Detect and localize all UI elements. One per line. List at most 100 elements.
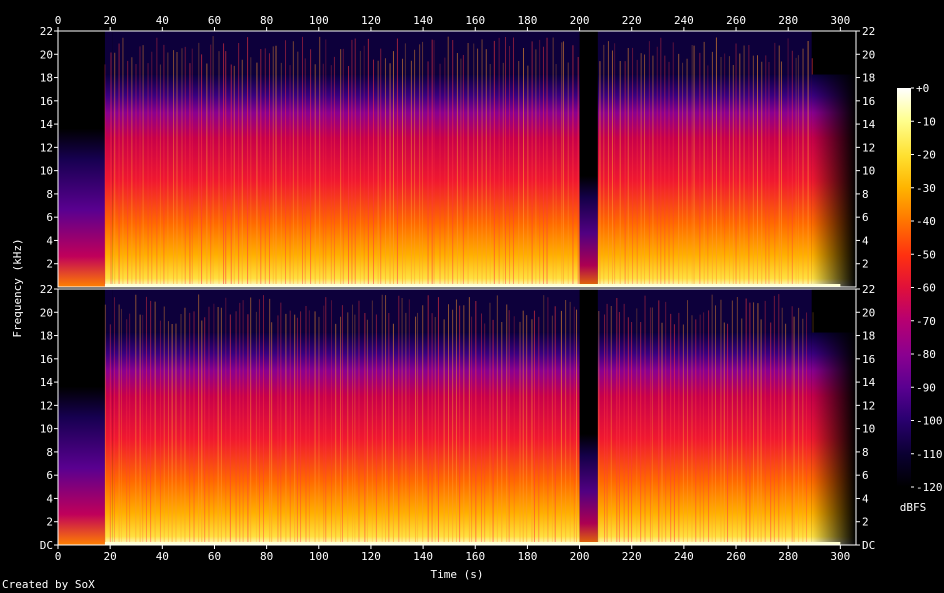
x-tick-label-bottom: 20	[104, 550, 117, 563]
x-tick-label-top: 200	[570, 14, 590, 27]
colorbar-tick-label: -40	[916, 215, 936, 228]
channel-panel-1	[57, 30, 857, 288]
y-tick-label-left: 22	[40, 283, 53, 296]
x-tick-label-top: 260	[726, 14, 746, 27]
y-tick-label-left: 4	[46, 234, 53, 247]
y-tick-label-right: 20	[862, 48, 875, 61]
y-tick-label-right: 14	[862, 118, 876, 131]
y-tick-label-left: 12	[40, 141, 53, 154]
x-tick-label-top: 60	[208, 14, 221, 27]
x-tick-label-top: 120	[361, 14, 381, 27]
colorbar-tick-label: -10	[916, 115, 936, 128]
colorbar-tick-label: -100	[916, 415, 943, 428]
x-tick-label-top: 100	[309, 14, 329, 27]
y-tick-label-right: 2	[862, 258, 869, 271]
fade-mask	[811, 31, 856, 287]
y-tick-label-left: 14	[40, 376, 54, 389]
colorbar-tick-label: -120	[916, 481, 943, 494]
x-tick-label-top: 300	[830, 14, 850, 27]
y-tick-label-right: 6	[862, 469, 869, 482]
y-tick-label-right: 4	[862, 492, 869, 505]
dc-band	[104, 284, 841, 287]
y-tick-label-right: 2	[862, 516, 869, 529]
fade-mask	[811, 289, 856, 545]
channel-panel-2	[57, 288, 857, 546]
high-freq-band	[112, 31, 580, 75]
x-tick-label-bottom: 280	[778, 550, 798, 563]
gap-band	[579, 365, 598, 545]
y-tick-label-left: 10	[40, 423, 53, 436]
colorbar-tick-label: -50	[916, 248, 936, 261]
y-tick-label-left: 6	[46, 469, 53, 482]
y-tick-label-left: 2	[46, 516, 53, 529]
x-tick-label-top: 160	[465, 14, 485, 27]
y-tick-label-left: 6	[46, 211, 53, 224]
y-tick-label-right: 8	[862, 446, 869, 459]
x-tick-label-bottom: 180	[517, 550, 537, 563]
y-tick-label-right: 22	[862, 25, 875, 38]
x-axis-label: Time (s)	[431, 568, 484, 581]
colorbar-tick-label: -110	[916, 448, 943, 461]
panel-frame	[57, 30, 857, 288]
spectrum-band	[104, 74, 113, 288]
y-tick-label-left: DC	[40, 539, 53, 552]
y-tick-label-right: 8	[862, 188, 869, 201]
x-tick-label-bottom: 160	[465, 550, 485, 563]
x-tick-label-bottom: 300	[830, 550, 850, 563]
y-tick-label-right: DC	[862, 539, 875, 552]
y-axis-label: Frequency (kHz)	[11, 238, 24, 337]
x-tick-label-top: 140	[413, 14, 433, 27]
colorbar-label: dBFS	[900, 501, 927, 514]
high-freq-band	[597, 289, 812, 333]
x-tick-label-bottom: 60	[208, 550, 221, 563]
spectrum-band	[104, 332, 113, 545]
y-tick-label-right: 18	[862, 330, 875, 343]
x-tick-label-top: 40	[156, 14, 169, 27]
y-tick-label-left: 20	[40, 48, 53, 61]
x-tick-label-bottom: 240	[674, 550, 694, 563]
colorbar-tick-label: -80	[916, 348, 936, 361]
x-tick-label-bottom: 120	[361, 550, 381, 563]
colorbar-tick-label: -30	[916, 182, 936, 195]
x-tick-label-top: 80	[260, 14, 273, 27]
y-tick-label-right: 10	[862, 165, 875, 178]
x-tick-label-top: 220	[622, 14, 642, 27]
y-tick-label-left: 16	[40, 353, 53, 366]
intro-band	[58, 31, 105, 287]
high-freq-band	[597, 31, 812, 75]
x-tick-label-top: 240	[674, 14, 694, 27]
y-tick-label-right: 16	[862, 353, 875, 366]
colorbar-gradient	[897, 88, 911, 487]
x-tick-label-bottom: 200	[570, 550, 590, 563]
y-tick-label-right: 16	[862, 95, 875, 108]
colorbar-tick-label: -60	[916, 282, 936, 295]
x-tick-label-bottom: 140	[413, 550, 433, 563]
y-tick-label-right: 12	[862, 399, 875, 412]
y-tick-label-left: 14	[40, 118, 54, 131]
y-tick-label-left: 8	[46, 446, 53, 459]
y-tick-label-right: 4	[862, 234, 869, 247]
high-freq-band	[104, 289, 113, 333]
y-tick-label-right: 20	[862, 306, 875, 319]
spectrum-band	[597, 74, 812, 288]
x-tick-label-top: 0	[55, 14, 62, 27]
x-tick-label-bottom: 40	[156, 550, 169, 563]
y-tick-label-left: 16	[40, 95, 53, 108]
x-tick-label-bottom: 220	[622, 550, 642, 563]
colorbar-tick-label: -70	[916, 315, 936, 328]
panel-frame	[57, 288, 857, 546]
y-tick-label-left: 22	[40, 25, 53, 38]
x-tick-label-bottom: 100	[309, 550, 329, 563]
y-tick-label-left: 4	[46, 492, 53, 505]
colorbar-tick-label: -20	[916, 149, 936, 162]
y-tick-label-left: 20	[40, 306, 53, 319]
x-tick-label-top: 180	[517, 14, 537, 27]
y-tick-label-right: 6	[862, 211, 869, 224]
colorbar-tick-label: -90	[916, 381, 936, 394]
dc-band	[104, 542, 841, 545]
high-freq-band	[104, 31, 113, 75]
spectrum-band	[112, 332, 580, 545]
y-tick-label-right: 14	[862, 376, 876, 389]
x-tick-label-bottom: 80	[260, 550, 273, 563]
